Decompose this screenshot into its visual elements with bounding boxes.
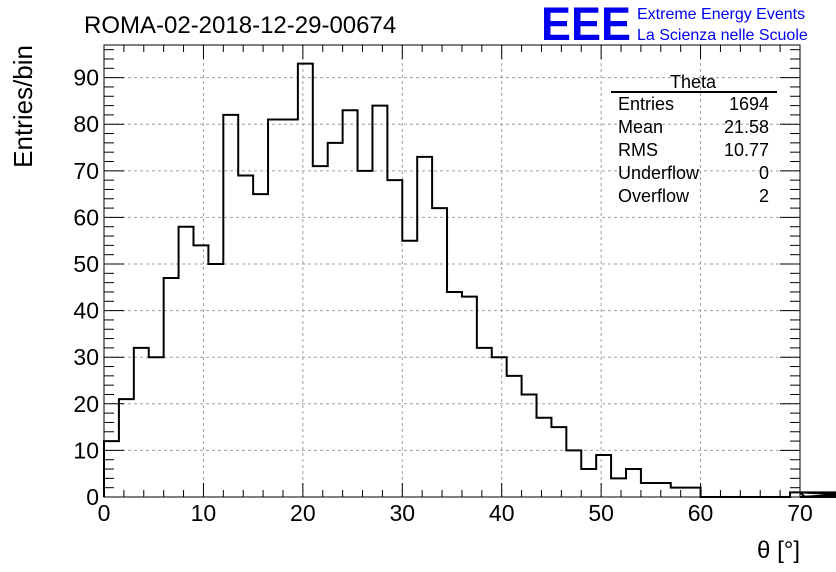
chart-title: ROMA-02-2018-12-29-00674 bbox=[84, 12, 396, 39]
y-tick-label: 0 bbox=[86, 484, 99, 510]
x-tick-labels: 0 10 20 30 40 50 60 70 bbox=[98, 500, 813, 526]
grid-lines bbox=[104, 45, 800, 497]
eee-logo-line2: La Scienza nelle Scuole bbox=[637, 27, 808, 44]
eee-logo: EEE Extreme Energy Events La Scienza nel… bbox=[541, 0, 808, 50]
y-tick-label: 80 bbox=[73, 111, 99, 137]
x-tick-label: 30 bbox=[389, 500, 415, 526]
x-tick-label: 70 bbox=[787, 500, 813, 526]
x-tick-label: 40 bbox=[489, 500, 515, 526]
x-tick-label: 10 bbox=[191, 500, 217, 526]
axis-ticks bbox=[103, 45, 801, 498]
x-tick-label: 60 bbox=[688, 500, 714, 526]
histogram-bars bbox=[103, 62, 836, 498]
x-tick-label: 0 bbox=[98, 500, 111, 526]
stats-value: 1694 bbox=[729, 94, 769, 114]
stats-label: Mean bbox=[618, 117, 663, 137]
y-tick-label: 10 bbox=[73, 437, 99, 463]
stats-value: 2 bbox=[759, 186, 769, 206]
y-tick-labels: 0 10 20 30 40 50 60 70 80 90 bbox=[73, 65, 99, 510]
y-tick-label: 50 bbox=[73, 251, 99, 277]
y-tick-label: 60 bbox=[73, 204, 99, 230]
x-axis-label: θ [°] bbox=[757, 537, 800, 564]
stats-value: 21.58 bbox=[724, 117, 769, 137]
y-tick-label: 40 bbox=[73, 298, 99, 324]
y-tick-label: 70 bbox=[73, 158, 99, 184]
eee-logo-mark: EEE bbox=[541, 0, 631, 50]
stats-label: Entries bbox=[618, 94, 674, 114]
y-tick-label: 90 bbox=[73, 65, 99, 91]
stats-value: 10.77 bbox=[724, 140, 769, 160]
x-tick-label: 20 bbox=[290, 500, 316, 526]
y-tick-label: 30 bbox=[73, 344, 99, 370]
plot-frame bbox=[103, 44, 801, 498]
eee-logo-line1: Extreme Energy Events bbox=[637, 6, 805, 23]
stats-box: Theta Entries 1694 Mean 21.58 RMS 10.77 Underf… bbox=[611, 72, 777, 206]
stats-label: RMS bbox=[618, 140, 658, 160]
y-axis-label: Entries/bin bbox=[8, 45, 38, 168]
stats-title: Theta bbox=[670, 72, 717, 92]
stats-label: Underflow bbox=[618, 163, 700, 183]
stats-label: Overflow bbox=[618, 186, 690, 206]
x-tick-label: 50 bbox=[588, 500, 614, 526]
y-tick-label: 20 bbox=[73, 391, 99, 417]
stats-value: 0 bbox=[759, 163, 769, 183]
